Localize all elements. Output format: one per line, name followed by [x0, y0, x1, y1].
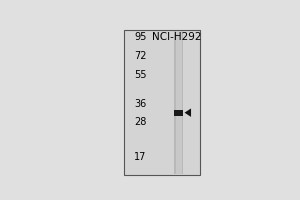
Text: 36: 36: [134, 99, 146, 109]
Bar: [176, 31, 182, 174]
Text: 28: 28: [134, 117, 146, 127]
Polygon shape: [184, 108, 191, 117]
Text: NCI-H292: NCI-H292: [152, 32, 201, 42]
Bar: [124, 30, 200, 175]
Text: 72: 72: [134, 51, 146, 61]
Bar: [174, 31, 183, 174]
Bar: [174, 110, 183, 116]
Text: 17: 17: [134, 152, 146, 162]
Text: 95: 95: [134, 32, 146, 42]
Text: 55: 55: [134, 70, 146, 80]
